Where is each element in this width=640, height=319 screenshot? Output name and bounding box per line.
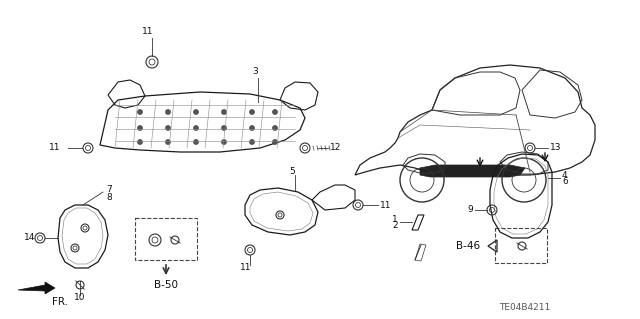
Circle shape [138,109,143,115]
Text: 10: 10 [74,293,86,302]
Text: FR.: FR. [52,297,68,307]
Circle shape [166,109,170,115]
Circle shape [250,139,255,145]
Text: B-50: B-50 [154,280,178,290]
Text: 8: 8 [106,192,112,202]
Circle shape [273,109,278,115]
Text: 11: 11 [380,201,392,210]
Circle shape [138,139,143,145]
Bar [135,218,197,260]
Text: 7: 7 [106,186,112,195]
Circle shape [221,109,227,115]
Text: 12: 12 [330,144,341,152]
Text: 6: 6 [562,177,568,187]
Text: 11: 11 [240,263,252,272]
Text: 2: 2 [392,221,398,231]
Text: 9: 9 [467,205,473,214]
Circle shape [166,125,170,130]
Circle shape [138,125,143,130]
Circle shape [193,125,198,130]
Text: 1: 1 [392,214,398,224]
Bar [495,228,547,263]
Circle shape [221,125,227,130]
Circle shape [193,109,198,115]
Text: B-46: B-46 [456,241,480,251]
Text: 4: 4 [562,170,568,180]
Circle shape [273,125,278,130]
Circle shape [221,139,227,145]
Circle shape [166,139,170,145]
Circle shape [250,125,255,130]
Circle shape [250,109,255,115]
Text: 11: 11 [49,144,60,152]
Text: TE04B4211: TE04B4211 [499,303,550,313]
Text: 3: 3 [252,68,258,77]
Text: 14: 14 [24,234,35,242]
Text: 5: 5 [289,167,295,176]
Polygon shape [420,165,525,177]
Text: 11: 11 [142,27,154,36]
Text: 13: 13 [550,144,561,152]
Circle shape [193,139,198,145]
Polygon shape [18,282,55,294]
Circle shape [273,139,278,145]
